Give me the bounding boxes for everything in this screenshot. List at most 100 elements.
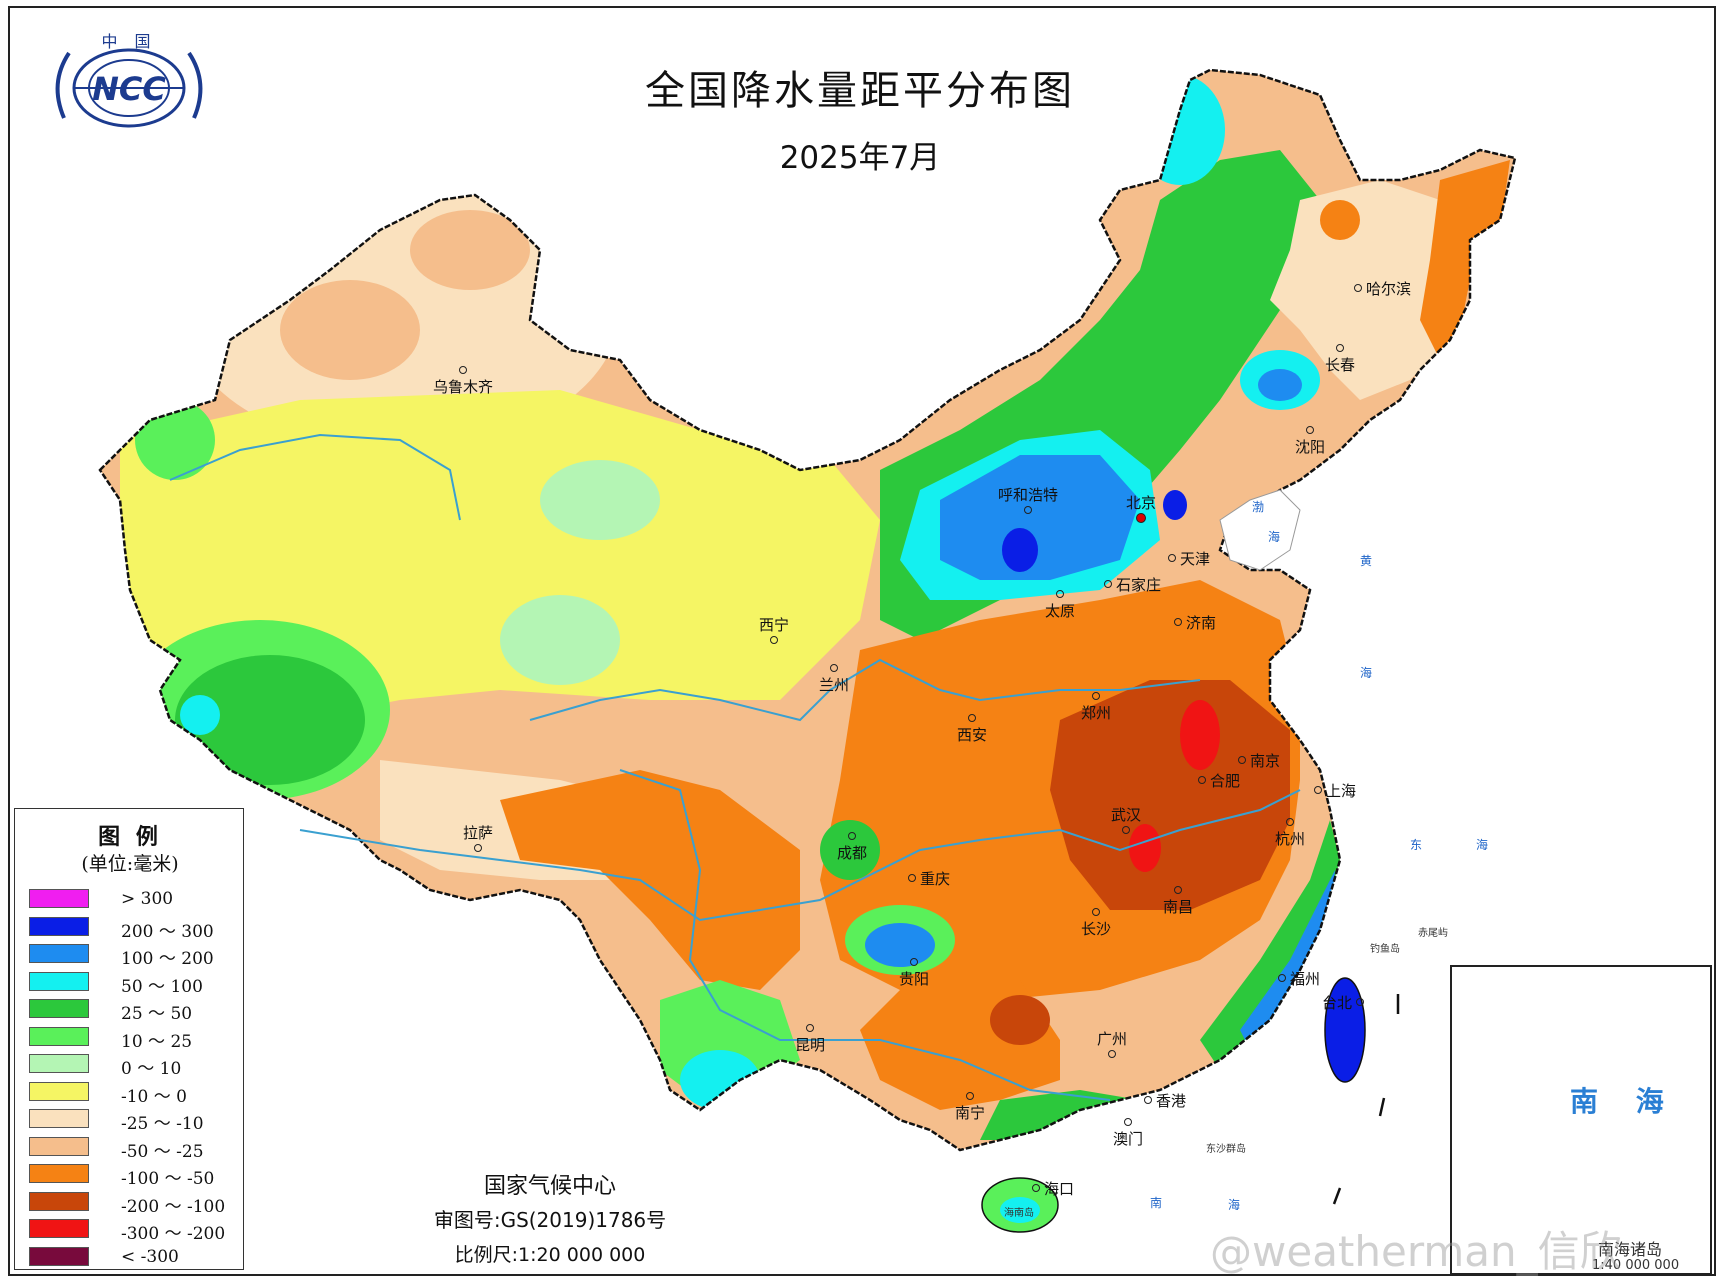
city-marker-18 [1286,818,1294,826]
sea-label-donghai-1: 东 [1410,838,1423,852]
city-label-25: 广州 [1097,1030,1128,1048]
city-label-32: 沈阳 [1295,438,1326,456]
island-label-dongsha: 东沙群岛 [1206,1144,1246,1155]
city-marker-21 [910,958,918,966]
legend-row-3: 50 ～ 100 [29,970,239,997]
city-label-30: 哈尔滨 [1366,280,1412,298]
city-marker-31 [1336,344,1344,352]
legend-panel: 图 例 (单位:毫米) > 300 200 ～ 300 100 ～ 200 50 ～ … [14,808,244,1270]
city-marker-20 [1092,908,1100,916]
legend-swatch-1 [29,916,89,936]
legend-label-8: -25 ～ -10 [121,1114,204,1134]
city-marker-7 [1092,692,1100,700]
sea-label-huanghai-2: 海 [1360,666,1373,680]
legend-row-2: 100 ～ 200 [29,942,239,969]
legend-row-7: -10 ～ 0 [29,1080,239,1107]
city-label-28: 香港 [1156,1092,1187,1110]
legend-swatch-6 [29,1054,89,1073]
ncc-emblem-icon: NCC [55,48,203,128]
city-marker-8 [770,636,778,644]
legend-swatch-12 [29,1219,89,1238]
city-label-22: 昆明 [795,1036,826,1054]
city-marker-3 [1168,554,1176,562]
legend-row-13: < -300 [29,1245,239,1269]
legend-label-12: -300 ～ -200 [121,1224,226,1244]
city-label-23: 福州 [1290,970,1321,988]
city-marker-11 [474,844,482,852]
sea-label-bohai-2: 海 [1268,530,1281,544]
legend-row-6: 0 ～ 10 [29,1052,239,1079]
city-label-6: 济南 [1186,614,1217,632]
legend-label-11: -200 ～ -100 [121,1196,226,1217]
city-label-13: 重庆 [920,870,951,888]
legend-swatch-0 [29,889,89,908]
city-label-15: 合肥 [1210,772,1241,790]
city-label-16: 南京 [1250,752,1281,770]
legend-row-0: > 300 [29,887,239,911]
city-marker-15 [1198,776,1206,784]
legend-row-9: -50 ～ -25 [29,1135,239,1162]
city-label-10: 西安 [957,726,988,744]
city-label-3: 天津 [1180,550,1211,568]
taiwan-island [1324,977,1366,1083]
legend-label-13: < -300 [121,1246,179,1267]
legend-title: 图 例 [98,824,162,850]
inset-scale: 1:40 000 000 [1592,1258,1680,1273]
legend-swatch-9 [29,1136,89,1156]
legend-label-7: -10 ～ 0 [121,1086,187,1107]
map-frame [8,6,1716,1276]
legend-row-1: 200 ～ 300 [29,915,239,942]
city-marker-29 [1032,1184,1040,1192]
legend-swatch-13 [29,1246,89,1266]
legend-swatch-11 [29,1191,89,1211]
island-label-diaoyu: 钓鱼岛 [1370,944,1400,955]
legend-swatch-8 [29,1109,89,1128]
legend-row-12: -300 ～ -200 [29,1217,239,1244]
city-label-26: 南宁 [955,1104,986,1122]
city-label-1: 呼和浩特 [998,486,1059,504]
city-marker-10 [968,714,976,722]
china-border [98,68,1517,1152]
city-label-11: 拉萨 [463,824,494,842]
rivers [169,433,1301,1101]
map-title: 全国降水量距平分布图 [645,68,1075,114]
south-china-sea-inset [1450,965,1712,1275]
city-marker-9 [830,664,838,672]
city-label-7: 郑州 [1081,704,1112,722]
watermark: @weatherman_信欣 [1210,1227,1622,1276]
city-label-9: 兰州 [819,676,850,694]
city-label-8: 西宁 [759,616,790,634]
city-label-18: 杭州 [1275,830,1306,848]
review-number: 审图号:GS(2019)1786号 [433,1208,667,1232]
city-marker-14 [1122,826,1130,834]
city-marker-13 [908,874,916,882]
inset-caption: 南海诸岛 [1598,1240,1663,1259]
logo-mark: NCC [92,70,166,108]
sea-label-nanhai-1: 南 [1150,1196,1163,1210]
city-marker-27 [1124,1118,1132,1126]
city-marker-4 [1056,590,1064,598]
city-label-12: 成都 [837,844,868,862]
city-label-29: 海口 [1044,1180,1075,1198]
legend-row-5: 10 ～ 25 [29,1025,239,1052]
legend-label-0: > 300 [121,889,174,909]
city-marker-16 [1238,756,1246,764]
city-label-24: 台北 [1322,994,1353,1012]
sea-label-bohai-1: 渤 [1252,500,1265,514]
legend-label-6: 0 ～ 10 [121,1059,182,1079]
city-label-20: 长沙 [1081,920,1112,938]
city-marker-30 [1354,284,1362,292]
island-label-chiwei: 赤尾屿 [1418,928,1448,939]
city-marker-23 [1278,974,1286,982]
legend-label-2: 100 ～ 200 [121,949,214,969]
city-label-2: 北京 [1126,494,1157,512]
sea-label-huanghai-1: 黄 [1360,554,1373,568]
city-marker-32 [1306,426,1314,434]
legend-label-10: -100 ～ -50 [121,1169,215,1189]
legend-label-3: 50 ～ 100 [121,976,203,997]
city-label-0: 乌鲁木齐 [433,378,494,396]
city-marker-12 [848,832,856,840]
city-label-31: 长春 [1325,356,1356,374]
sea-label-nanhai-2: 海 [1228,1198,1241,1212]
legend-label-9: -50 ～ -25 [121,1141,204,1162]
